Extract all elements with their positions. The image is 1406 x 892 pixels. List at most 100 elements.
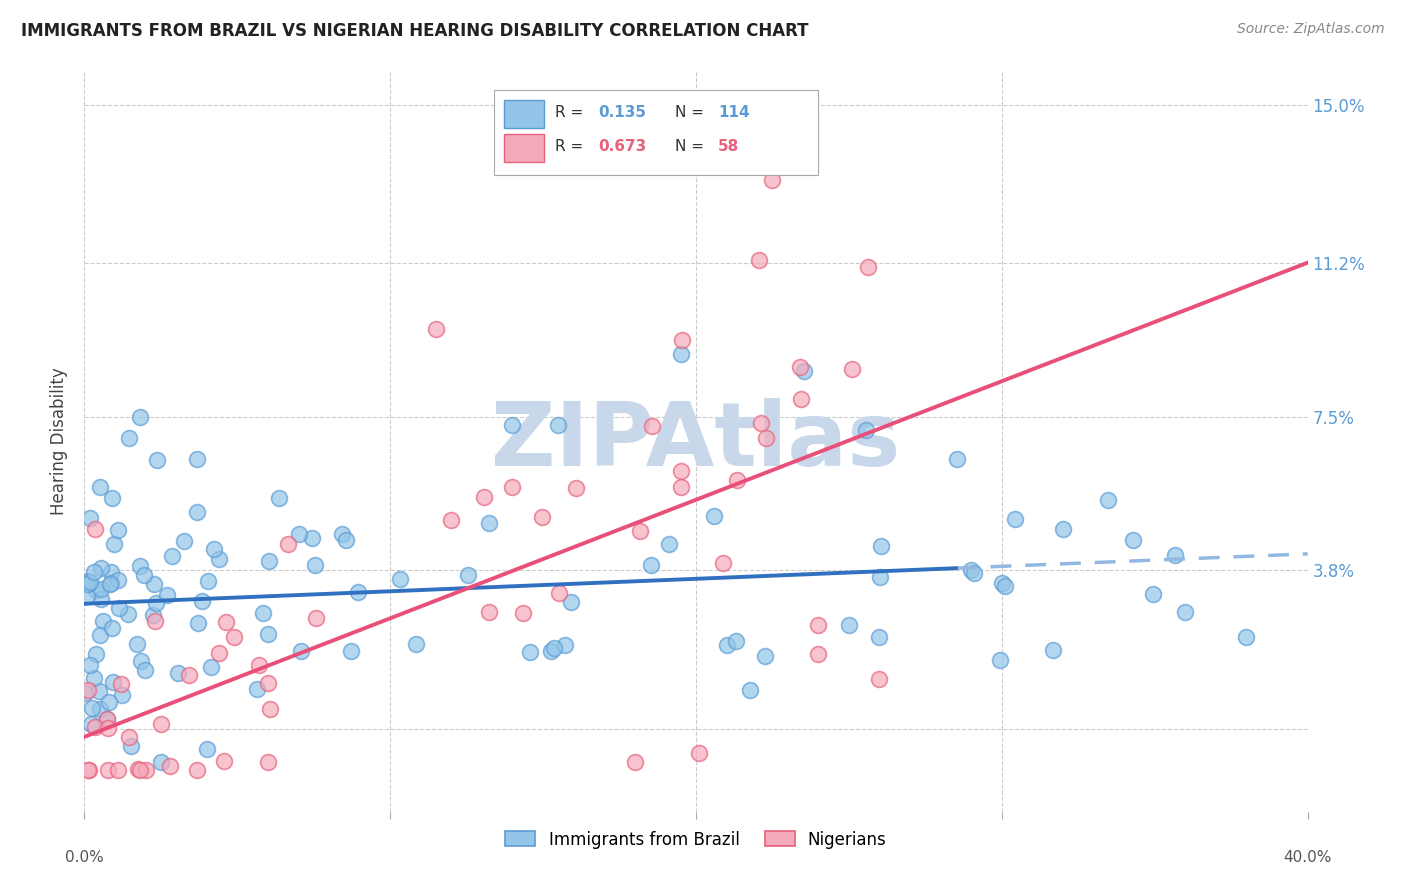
Legend: Immigrants from Brazil, Nigerians: Immigrants from Brazil, Nigerians [499,824,893,855]
Point [405,637,427,651]
Point [543,640,565,655]
Point [89,627,111,641]
Point [84,522,107,536]
Point [145,614,167,628]
Point [669,464,692,478]
Point [98,577,121,591]
Point [159,759,181,773]
Text: ZIPAtlas: ZIPAtlas [491,398,901,485]
Point [457,568,479,582]
Point [118,431,141,445]
Point [187,616,209,631]
Point [749,417,772,431]
Point [186,763,208,777]
Point [478,605,501,619]
Point [207,646,229,660]
Point [128,763,150,777]
Point [304,558,326,573]
Point [249,658,271,673]
FancyBboxPatch shape [503,135,544,162]
Point [83,671,105,685]
Point [97,695,120,709]
Point [669,347,692,361]
Point [107,763,129,777]
Point [290,644,312,658]
Text: 58: 58 [718,138,740,153]
Point [162,549,184,564]
Point [793,364,815,378]
Point [186,452,208,467]
Point [252,606,274,620]
Point [1052,522,1074,536]
Point [628,524,651,538]
Point [134,568,156,582]
Point [330,527,353,541]
Point [245,681,267,696]
Point [807,617,830,632]
Point [960,564,983,578]
Point [1097,493,1119,508]
Point [256,675,278,690]
Point [962,566,984,581]
Point [90,582,112,597]
Point [512,606,534,620]
Point [89,702,111,716]
Point [142,608,165,623]
Point [101,621,124,635]
Point [73,686,96,700]
Point [340,644,363,658]
Point [79,511,101,525]
Point [335,533,357,547]
Point [425,322,447,336]
Point [502,417,524,432]
Point [195,742,218,756]
Point [111,688,134,702]
Point [472,491,495,505]
FancyBboxPatch shape [494,90,818,175]
Point [110,676,132,690]
Point [671,333,693,347]
Point [77,763,100,777]
Point [502,480,524,494]
Point [77,574,100,588]
Point [624,755,647,769]
Point [156,588,179,602]
Point [90,560,112,574]
Point [127,762,149,776]
Point [84,583,107,598]
Point [754,431,776,445]
Text: N =: N = [675,138,709,153]
Text: R =: R = [555,138,589,153]
Point [869,539,891,553]
Point [79,657,101,672]
Point [658,537,681,551]
Point [440,513,463,527]
Point [145,596,167,610]
Point [1174,605,1197,619]
Point [748,253,770,268]
Point [129,655,152,669]
Point [641,419,664,434]
Point [77,577,100,591]
Point [994,579,1017,593]
Point [991,576,1014,591]
Text: IMMIGRANTS FROM BRAZIL VS NIGERIAN HEARING DISABILITY CORRELATION CHART: IMMIGRANTS FROM BRAZIL VS NIGERIAN HEARI… [21,22,808,40]
Point [103,537,125,551]
Point [388,573,411,587]
Point [548,586,571,600]
Point [186,505,208,519]
Point [134,663,156,677]
Point [789,359,811,374]
Point [100,576,122,591]
Point [519,645,541,659]
Point [724,634,747,648]
Point [191,594,214,608]
Point [173,533,195,548]
Point [96,712,118,726]
Point [547,417,569,432]
Point [754,649,776,664]
Point [257,627,280,641]
Point [1236,630,1258,644]
Point [841,362,863,376]
Point [120,739,142,753]
